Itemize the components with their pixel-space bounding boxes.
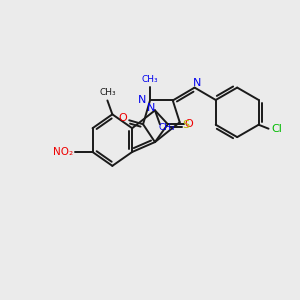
Text: O: O <box>119 113 128 123</box>
Text: Cl: Cl <box>271 124 282 134</box>
Text: CH₃: CH₃ <box>158 123 175 132</box>
Text: CH₃: CH₃ <box>99 88 116 97</box>
Text: N: N <box>194 78 202 88</box>
Text: N: N <box>138 95 146 106</box>
Text: S: S <box>182 120 189 130</box>
Text: O: O <box>184 119 193 129</box>
Text: N: N <box>147 103 155 113</box>
Text: NO₂: NO₂ <box>53 147 73 157</box>
Text: CH₃: CH₃ <box>142 75 158 84</box>
